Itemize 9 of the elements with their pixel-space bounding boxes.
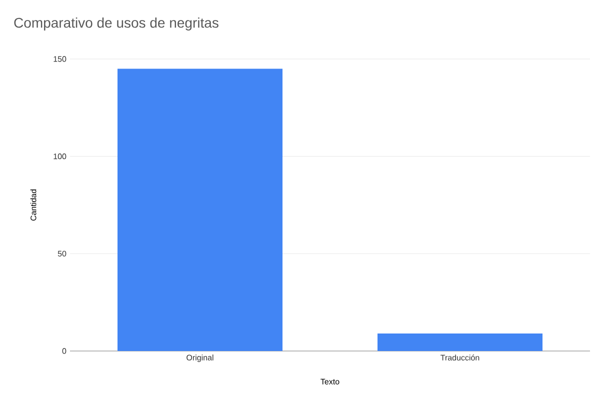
chart-title: Comparativo de usos de negritas xyxy=(14,17,218,31)
y-tick-label: 150 xyxy=(54,56,66,62)
x-tick-label: Original xyxy=(186,354,214,362)
x-axis-title: Texto xyxy=(320,378,340,384)
x-tick-label: Traducción xyxy=(440,354,480,361)
y-axis-title: Cantidad xyxy=(30,190,36,221)
y-tick-label: 0 xyxy=(62,348,66,354)
y-tick-label: 50 xyxy=(58,250,66,256)
y-tick-label: 100 xyxy=(54,154,66,160)
